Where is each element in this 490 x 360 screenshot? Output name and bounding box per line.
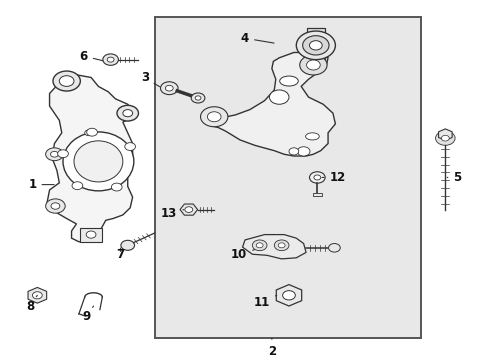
Text: 13: 13 bbox=[161, 207, 184, 220]
Circle shape bbox=[86, 231, 96, 238]
Circle shape bbox=[103, 54, 119, 65]
Circle shape bbox=[310, 172, 325, 183]
Text: 2: 2 bbox=[268, 338, 276, 358]
Text: 6: 6 bbox=[80, 50, 103, 63]
Circle shape bbox=[270, 90, 289, 104]
Circle shape bbox=[59, 76, 74, 86]
Circle shape bbox=[32, 292, 42, 299]
Text: 12: 12 bbox=[322, 171, 346, 184]
Circle shape bbox=[207, 112, 221, 122]
Circle shape bbox=[58, 150, 69, 158]
Bar bbox=[155, 17, 421, 338]
Ellipse shape bbox=[306, 133, 319, 140]
Circle shape bbox=[107, 57, 114, 62]
Circle shape bbox=[85, 130, 93, 136]
Circle shape bbox=[436, 131, 455, 145]
Ellipse shape bbox=[74, 141, 123, 182]
Text: 1: 1 bbox=[28, 178, 54, 191]
Text: 10: 10 bbox=[231, 248, 254, 261]
Bar bbox=[307, 28, 325, 63]
Circle shape bbox=[441, 135, 449, 141]
Circle shape bbox=[191, 93, 205, 103]
Bar bbox=[313, 193, 322, 196]
Circle shape bbox=[307, 60, 320, 70]
Circle shape bbox=[165, 85, 173, 91]
Circle shape bbox=[296, 31, 335, 60]
Circle shape bbox=[283, 291, 295, 300]
Circle shape bbox=[274, 240, 289, 251]
Circle shape bbox=[46, 148, 63, 161]
Circle shape bbox=[297, 147, 310, 156]
Circle shape bbox=[300, 55, 327, 75]
Circle shape bbox=[289, 148, 299, 155]
Ellipse shape bbox=[63, 132, 134, 191]
Circle shape bbox=[252, 240, 267, 251]
Circle shape bbox=[123, 109, 133, 117]
Circle shape bbox=[314, 175, 321, 180]
Circle shape bbox=[200, 107, 228, 127]
Circle shape bbox=[87, 128, 98, 136]
Circle shape bbox=[303, 36, 329, 55]
Circle shape bbox=[121, 240, 135, 250]
Text: 4: 4 bbox=[241, 32, 274, 45]
Bar bbox=[80, 228, 102, 242]
Circle shape bbox=[125, 143, 136, 150]
Text: 5: 5 bbox=[447, 171, 462, 184]
Circle shape bbox=[256, 243, 263, 248]
Text: 9: 9 bbox=[82, 306, 94, 323]
Circle shape bbox=[72, 182, 83, 190]
Ellipse shape bbox=[280, 76, 298, 86]
Text: 7: 7 bbox=[116, 248, 124, 261]
Circle shape bbox=[46, 199, 65, 213]
Polygon shape bbox=[203, 53, 335, 156]
Circle shape bbox=[50, 152, 58, 157]
Text: 3: 3 bbox=[141, 71, 160, 87]
Circle shape bbox=[185, 207, 193, 212]
Polygon shape bbox=[47, 74, 133, 242]
Circle shape bbox=[278, 243, 285, 248]
Circle shape bbox=[53, 71, 80, 91]
Circle shape bbox=[195, 96, 201, 100]
Text: 11: 11 bbox=[254, 295, 277, 309]
Circle shape bbox=[117, 105, 139, 121]
Polygon shape bbox=[243, 235, 306, 259]
Circle shape bbox=[160, 82, 178, 95]
Circle shape bbox=[310, 41, 322, 50]
Text: 8: 8 bbox=[26, 295, 37, 312]
Circle shape bbox=[51, 203, 60, 209]
Circle shape bbox=[329, 243, 340, 252]
Circle shape bbox=[111, 183, 122, 191]
